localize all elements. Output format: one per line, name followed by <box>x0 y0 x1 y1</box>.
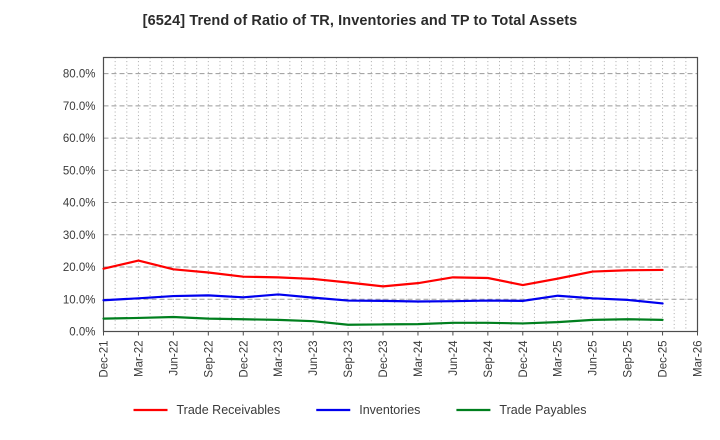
legend-label: Inventories <box>359 403 420 417</box>
y-axis-tick-label: 10.0% <box>63 294 96 306</box>
x-axis-tick-label: Dec-23 <box>378 341 390 378</box>
y-axis-tick-label: 80.0% <box>63 69 96 81</box>
series-line <box>102 293 664 305</box>
x-axis-tick-label: Sep-23 <box>343 341 355 378</box>
series-line <box>102 315 664 326</box>
chart-title: [6524] Trend of Ratio of TR, Inventories… <box>142 13 578 29</box>
x-axis-tick-label: Dec-22 <box>238 341 250 378</box>
plot-frame <box>102 56 699 333</box>
x-axis-tick-label: Mar-22 <box>133 341 145 377</box>
x-axis-tick-label: Jun-23 <box>308 341 320 376</box>
x-axis-tick-label: Jun-24 <box>448 340 460 376</box>
y-axis-tick-label: 50.0% <box>63 165 96 177</box>
x-axis-tick-label: Sep-25 <box>623 341 635 378</box>
x-axis-tick-label: Dec-24 <box>518 340 530 378</box>
vertical-gridlines <box>114 57 687 332</box>
legend-label: Trade Payables <box>499 403 586 417</box>
y-axis-tick-label: 40.0% <box>63 198 96 210</box>
x-axis-tick-label: Dec-25 <box>658 341 670 378</box>
chart-legend: Trade Receivables Inventories Trade Payabl… <box>133 403 587 417</box>
y-axis-tick-label: 0.0% <box>69 327 95 339</box>
x-axis-tick-label: Mar-26 <box>693 341 705 377</box>
x-axis-tick-label: Jun-25 <box>588 341 600 376</box>
x-axis-tick-label: Mar-25 <box>553 341 565 377</box>
x-axis-tick-label: Mar-24 <box>413 340 425 377</box>
legend-label: Trade Receivables <box>177 403 281 417</box>
x-axis-tick-label: Sep-22 <box>203 341 215 378</box>
x-axis-tick-label: Mar-23 <box>273 341 285 377</box>
x-axis-tick-label: Jun-22 <box>168 341 180 376</box>
x-axis-ticks: Dec-21 Mar-22 Jun-22 Sep-22 Dec-22 Mar-23 Jun-… <box>99 331 705 378</box>
series-line <box>102 259 664 288</box>
series-lines <box>102 259 664 326</box>
y-axis-tick-label: 30.0% <box>63 230 96 242</box>
y-axis-tick-label: 70.0% <box>63 101 96 113</box>
horizontal-gridlines: 0.0% 10.0% 20.0% 30.0% 40.0% 50.0% 60.0% 70.0% 8… <box>63 69 698 339</box>
x-axis-tick-label: Sep-24 <box>483 340 495 378</box>
y-axis-tick-label: 60.0% <box>63 133 96 145</box>
y-axis-tick-label: 20.0% <box>63 262 96 274</box>
x-axis-tick-label: Dec-21 <box>99 341 111 378</box>
